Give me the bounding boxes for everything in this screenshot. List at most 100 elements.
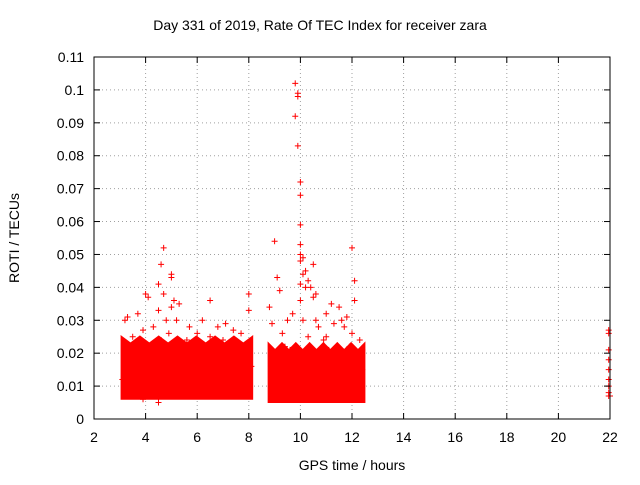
y-tick-label: 0.01 bbox=[57, 378, 84, 394]
data-point bbox=[325, 346, 332, 353]
data-point bbox=[209, 360, 216, 367]
data-point bbox=[297, 192, 304, 199]
data-point bbox=[127, 366, 134, 373]
data-point bbox=[240, 383, 247, 390]
data-point bbox=[230, 327, 237, 334]
data-point bbox=[245, 307, 252, 314]
data-point bbox=[168, 271, 175, 278]
data-point bbox=[349, 244, 355, 251]
data-point bbox=[302, 267, 309, 274]
y-tick-label: 0.02 bbox=[57, 345, 84, 361]
data-point bbox=[299, 271, 306, 278]
data-point bbox=[121, 343, 128, 350]
x-axis-label: GPS time / hours bbox=[298, 457, 406, 473]
data-point bbox=[155, 399, 162, 406]
data-point bbox=[196, 366, 203, 373]
data-point bbox=[158, 337, 165, 344]
data-point bbox=[351, 297, 358, 304]
data-point bbox=[155, 307, 162, 314]
y-axis-label: ROTI / TECUs bbox=[6, 193, 22, 283]
data-point bbox=[302, 284, 309, 291]
data-point bbox=[220, 337, 226, 344]
y-tick-label: 0.06 bbox=[57, 214, 84, 230]
data-point bbox=[299, 317, 306, 324]
dense-data-band bbox=[120, 335, 366, 404]
data-point bbox=[201, 343, 208, 350]
data-point bbox=[333, 363, 340, 370]
data-point bbox=[328, 300, 335, 307]
data-point bbox=[163, 369, 170, 376]
data-point bbox=[212, 346, 219, 353]
x-tick-label: 20 bbox=[551, 429, 567, 445]
data-point bbox=[121, 317, 128, 324]
data-points bbox=[119, 80, 613, 406]
data-point bbox=[222, 320, 229, 327]
data-point bbox=[356, 383, 363, 390]
data-point bbox=[320, 337, 327, 344]
data-point bbox=[163, 317, 170, 324]
y-tick-label: 0.07 bbox=[57, 181, 84, 197]
y-tick-label: 0.05 bbox=[57, 246, 84, 262]
data-point bbox=[356, 337, 363, 344]
data-point bbox=[310, 294, 317, 301]
data-point bbox=[289, 310, 296, 317]
data-point bbox=[199, 317, 206, 324]
data-point bbox=[173, 383, 180, 390]
data-point bbox=[312, 290, 319, 297]
data-point bbox=[276, 287, 283, 294]
data-point bbox=[269, 320, 276, 327]
y-tick-label: 0.09 bbox=[57, 115, 84, 131]
data-point bbox=[605, 346, 612, 353]
data-point bbox=[214, 323, 221, 330]
data-point bbox=[605, 330, 612, 337]
data-point bbox=[147, 376, 154, 383]
data-point bbox=[294, 142, 301, 149]
data-point bbox=[354, 356, 361, 363]
data-point bbox=[160, 244, 167, 251]
data-point bbox=[124, 313, 131, 320]
data-point bbox=[312, 317, 319, 324]
data-point bbox=[225, 363, 232, 370]
data-point bbox=[318, 353, 325, 360]
data-point bbox=[266, 304, 273, 311]
data-point bbox=[336, 304, 343, 311]
data-point bbox=[150, 323, 157, 330]
data-point bbox=[281, 343, 288, 350]
x-tick-label: 18 bbox=[499, 429, 515, 445]
data-point bbox=[191, 350, 198, 357]
dense-cluster bbox=[267, 341, 366, 404]
data-point bbox=[274, 274, 281, 281]
data-point bbox=[338, 317, 345, 324]
data-point bbox=[341, 323, 348, 330]
data-point bbox=[165, 330, 172, 337]
data-point bbox=[271, 238, 278, 245]
x-tick-label: 22 bbox=[602, 429, 618, 445]
y-tick-label: 0 bbox=[76, 411, 84, 427]
data-point bbox=[310, 373, 317, 380]
data-point bbox=[134, 383, 141, 390]
x-tick-label: 2 bbox=[90, 429, 98, 445]
data-point bbox=[605, 366, 612, 373]
y-tick-label: 0.04 bbox=[57, 279, 84, 295]
y-tick-label: 0.11 bbox=[58, 49, 84, 65]
data-point bbox=[359, 346, 366, 353]
data-point bbox=[346, 343, 353, 350]
data-point bbox=[292, 80, 299, 87]
data-point bbox=[271, 356, 278, 363]
data-point bbox=[245, 290, 252, 297]
data-point bbox=[235, 350, 242, 357]
data-point bbox=[124, 389, 131, 396]
data-point bbox=[245, 340, 252, 347]
data-point bbox=[297, 281, 304, 288]
data-point bbox=[158, 261, 165, 268]
data-point bbox=[248, 363, 255, 370]
x-ticks: 2 4 6 8 10 12 14 16 18 20 22 bbox=[90, 57, 618, 445]
x-tick-label: 4 bbox=[142, 429, 150, 445]
data-point bbox=[305, 333, 312, 340]
data-point bbox=[605, 356, 612, 363]
data-point bbox=[349, 330, 355, 337]
data-point bbox=[178, 343, 185, 350]
data-point bbox=[145, 343, 152, 350]
